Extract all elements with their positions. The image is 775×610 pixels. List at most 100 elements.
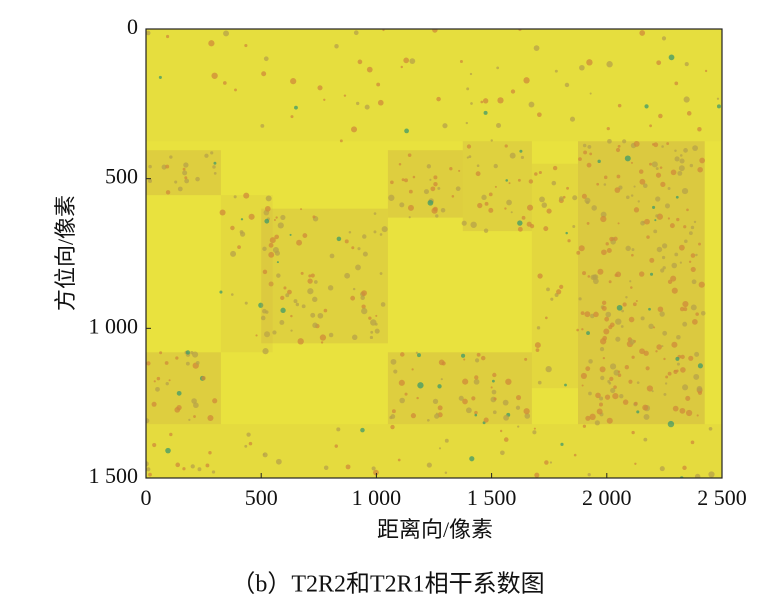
heat-speckle bbox=[567, 239, 571, 243]
heat-speckle bbox=[490, 386, 493, 389]
heat-speckle bbox=[584, 311, 591, 318]
heat-speckle bbox=[692, 319, 698, 325]
heat-speckle bbox=[615, 336, 621, 342]
heat-speckle bbox=[580, 372, 587, 379]
heat-speckle bbox=[539, 196, 545, 203]
heat-speckle bbox=[664, 203, 670, 209]
heat-speckle bbox=[182, 167, 186, 171]
heat-speckle bbox=[673, 369, 677, 372]
heat-speckle bbox=[289, 233, 292, 236]
heat-speckle bbox=[689, 163, 694, 168]
heat-speckle bbox=[510, 89, 516, 94]
heat-speckle bbox=[586, 222, 590, 225]
heat-speckle bbox=[353, 30, 359, 36]
heat-speckle bbox=[417, 382, 424, 389]
plot-frame bbox=[145, 28, 723, 479]
heat-speckle bbox=[265, 195, 272, 202]
heat-speckle bbox=[174, 180, 178, 184]
heat-speckle bbox=[264, 331, 271, 338]
heat-speckle bbox=[655, 172, 662, 178]
heat-speckle bbox=[660, 268, 665, 273]
heat-speckle bbox=[343, 94, 347, 97]
heat-speckle bbox=[268, 251, 275, 258]
heat-speckle bbox=[625, 295, 628, 299]
heat-speckle bbox=[374, 322, 378, 326]
heat-speckle bbox=[660, 181, 666, 187]
heat-speckle bbox=[655, 167, 659, 171]
heat-speckle bbox=[205, 463, 210, 468]
heat-speckle bbox=[636, 410, 640, 414]
heat-speckle bbox=[182, 467, 186, 471]
heat-speckle bbox=[357, 59, 363, 65]
heat-speckle bbox=[492, 410, 497, 415]
heat-speckle bbox=[544, 460, 549, 465]
heat-speckle bbox=[193, 402, 199, 409]
heat-speckle bbox=[639, 178, 646, 185]
heat-speckle bbox=[440, 378, 443, 381]
heat-speckle bbox=[165, 190, 171, 195]
heat-speckle bbox=[708, 471, 715, 478]
heat-speckle bbox=[426, 164, 432, 169]
heat-patch bbox=[146, 424, 722, 478]
heat-speckle bbox=[490, 139, 493, 142]
heat-speckle bbox=[537, 273, 543, 279]
heat-speckle bbox=[211, 470, 216, 474]
heat-speckle bbox=[219, 290, 223, 294]
heat-speckle bbox=[552, 165, 558, 171]
heat-speckle bbox=[302, 233, 308, 238]
heat-speckle bbox=[661, 36, 667, 41]
heat-speckle bbox=[609, 376, 614, 381]
heat-speckle bbox=[654, 219, 657, 222]
heat-speckle bbox=[589, 413, 596, 421]
heat-speckle bbox=[523, 77, 530, 84]
heat-speckle bbox=[369, 335, 374, 340]
y-tick-label: 1 000 bbox=[89, 313, 139, 338]
heat-speckle bbox=[473, 378, 480, 385]
heat-speckle bbox=[716, 104, 721, 109]
heat-speckle bbox=[362, 234, 367, 239]
heat-speckle bbox=[204, 153, 209, 158]
heat-speckle bbox=[679, 158, 685, 164]
x-tick-label: 2 500 bbox=[697, 485, 747, 510]
heat-speckle bbox=[656, 60, 662, 66]
heat-speckle bbox=[685, 395, 691, 401]
heat-speckle bbox=[207, 415, 214, 422]
heat-speckle bbox=[596, 182, 600, 186]
heat-speckle bbox=[515, 405, 521, 410]
heat-speckle bbox=[621, 309, 625, 313]
heat-speckle bbox=[260, 123, 265, 128]
heat-speckle bbox=[663, 392, 667, 396]
heat-speckle bbox=[312, 322, 318, 329]
heat-speckle bbox=[339, 139, 343, 143]
heat-speckle bbox=[290, 78, 297, 85]
heat-speckle bbox=[633, 401, 638, 406]
heat-speckle bbox=[230, 293, 234, 296]
heat-speckle bbox=[662, 330, 668, 336]
heat-speckle bbox=[679, 407, 686, 414]
heat-speckle bbox=[273, 219, 276, 222]
heat-speckle bbox=[344, 239, 349, 244]
heat-speckle bbox=[520, 155, 525, 160]
heat-speckle bbox=[169, 432, 173, 437]
heat-speckle bbox=[182, 170, 188, 176]
heat-speckle bbox=[657, 306, 664, 313]
heat-speckle bbox=[680, 354, 685, 360]
heat-speckle bbox=[300, 271, 304, 275]
heat-speckle bbox=[427, 199, 434, 206]
heat-speckle bbox=[323, 308, 328, 313]
heat-speckle bbox=[503, 437, 509, 442]
heat-speckle bbox=[212, 165, 216, 169]
heat-speckle bbox=[470, 102, 473, 105]
heat-speckle bbox=[649, 257, 655, 263]
heat-speckle bbox=[581, 328, 584, 331]
heat-speckle bbox=[301, 304, 306, 309]
heat-speckle bbox=[607, 138, 612, 144]
heat-speckle bbox=[667, 279, 673, 285]
heat-speckle bbox=[459, 59, 463, 64]
heat-speckle bbox=[240, 218, 244, 221]
heat-speckle bbox=[566, 186, 570, 190]
heat-speckle bbox=[364, 104, 370, 110]
heat-speckle bbox=[246, 432, 251, 437]
heat-speckle bbox=[656, 344, 662, 350]
heat-speckle bbox=[667, 187, 671, 190]
